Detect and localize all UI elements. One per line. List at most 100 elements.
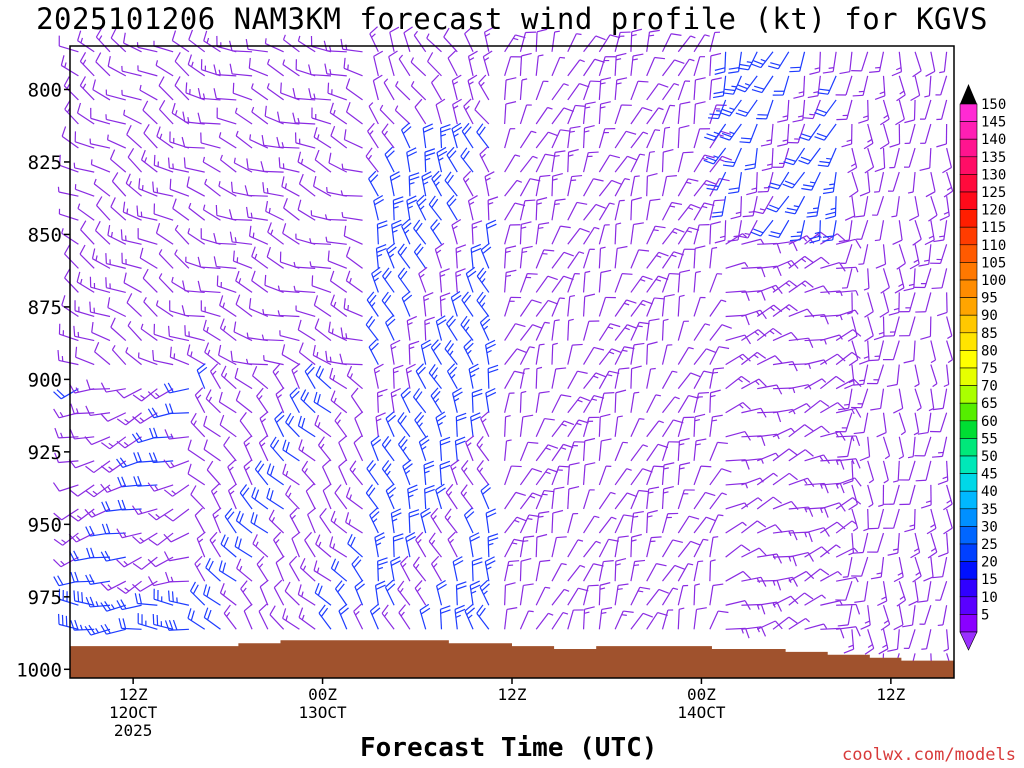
wind-barb	[373, 363, 384, 389]
barb-half-feather	[808, 363, 812, 369]
barb-feather	[116, 458, 124, 468]
barb-feather	[387, 246, 397, 254]
barb-half-feather	[617, 588, 623, 591]
wind-barb	[915, 292, 932, 313]
wind-barb	[858, 244, 869, 265]
wind-barb	[74, 184, 95, 197]
wind-barb	[703, 147, 727, 165]
barb-half-feather	[464, 178, 470, 183]
barb-half-feather	[804, 507, 808, 513]
barb-feather	[116, 418, 127, 426]
barb-feather	[213, 64, 217, 75]
barb-half-feather	[771, 286, 776, 292]
barb-shaft	[187, 64, 206, 77]
barb-feather	[807, 477, 815, 487]
wind-barb	[851, 51, 869, 72]
barb-shaft	[353, 442, 364, 462]
wind-barb	[888, 292, 900, 316]
wind-barb	[215, 204, 237, 221]
barb-half-feather	[139, 537, 145, 542]
barb-half-feather	[106, 134, 109, 140]
barb-shaft	[398, 444, 411, 462]
barb-feather	[228, 483, 237, 492]
barb-half-feather	[75, 408, 79, 414]
wind-barb	[567, 125, 581, 149]
barb-shaft	[614, 130, 627, 149]
wind-barb	[519, 104, 532, 125]
barb-feather	[100, 483, 108, 493]
barb-shaft	[434, 249, 443, 269]
barb-half-feather	[584, 130, 590, 133]
barb-shaft	[551, 537, 557, 558]
barb-feather	[424, 488, 435, 494]
wind-barb	[186, 344, 206, 366]
wind-barb	[197, 256, 221, 269]
barb-shaft	[137, 508, 158, 516]
barb-feather	[727, 239, 739, 242]
barb-feather	[346, 365, 353, 376]
wind-barb	[426, 33, 442, 53]
barb-feather	[893, 407, 903, 414]
barb-shaft	[804, 546, 822, 558]
wind-barb	[661, 486, 674, 510]
wind-barb	[219, 318, 237, 342]
wind-barb	[709, 414, 723, 437]
barb-shaft	[141, 388, 158, 402]
barb-feather	[627, 324, 638, 329]
barb-half-feather	[155, 513, 161, 519]
barb-shaft	[304, 539, 316, 558]
barb-half-feather	[913, 259, 919, 263]
wind-barb	[282, 463, 300, 486]
barb-half-feather	[229, 490, 235, 495]
barb-feather	[855, 604, 861, 615]
barb-shaft	[709, 79, 713, 100]
barb-shaft	[90, 580, 111, 585]
barb-shaft	[327, 260, 347, 269]
wind-barb	[277, 310, 300, 318]
barb-feather	[272, 439, 280, 450]
barb-feather	[444, 171, 452, 181]
barb-feather	[376, 243, 387, 250]
barb-shaft	[91, 164, 111, 173]
wind-barb	[470, 243, 482, 269]
barb-feather	[695, 101, 706, 105]
barb-feather	[456, 585, 467, 590]
barb-shaft	[234, 377, 253, 390]
wind-barb	[366, 459, 379, 486]
barb-shaft	[185, 335, 205, 342]
barb-half-feather	[488, 542, 494, 546]
barb-half-feather	[648, 491, 654, 494]
barb-feather	[431, 367, 439, 377]
barb-shaft	[381, 612, 395, 630]
wind-barb	[368, 102, 379, 125]
wind-barb	[646, 107, 664, 125]
barb-shaft	[454, 609, 458, 630]
barb-feather	[928, 214, 938, 222]
barb-feather	[788, 616, 798, 624]
barb-feather	[421, 339, 431, 346]
wind-barb	[630, 533, 642, 558]
barb-feather	[821, 425, 830, 434]
barb-feather	[485, 343, 496, 350]
barb-feather	[647, 341, 658, 346]
barb-half-feather	[633, 564, 640, 567]
barb-shaft	[535, 444, 549, 462]
wind-barb	[939, 196, 950, 221]
barb-shaft	[693, 492, 706, 510]
barb-shaft	[105, 532, 126, 535]
barb-half-feather	[60, 560, 65, 566]
barb-feather	[413, 219, 421, 229]
wind-barb	[614, 389, 627, 413]
barb-feather	[132, 583, 141, 592]
barb-shaft	[460, 155, 474, 173]
barb-shaft	[804, 482, 825, 486]
wind-barb	[476, 460, 490, 486]
wind-barb	[420, 507, 431, 534]
barb-shaft	[772, 427, 792, 438]
barb-feather	[409, 176, 420, 181]
barb-shaft	[92, 258, 111, 269]
barb-feather	[377, 388, 388, 394]
barb-half-feather	[371, 302, 376, 307]
barb-feather	[744, 167, 756, 171]
barb-shaft	[661, 202, 673, 221]
